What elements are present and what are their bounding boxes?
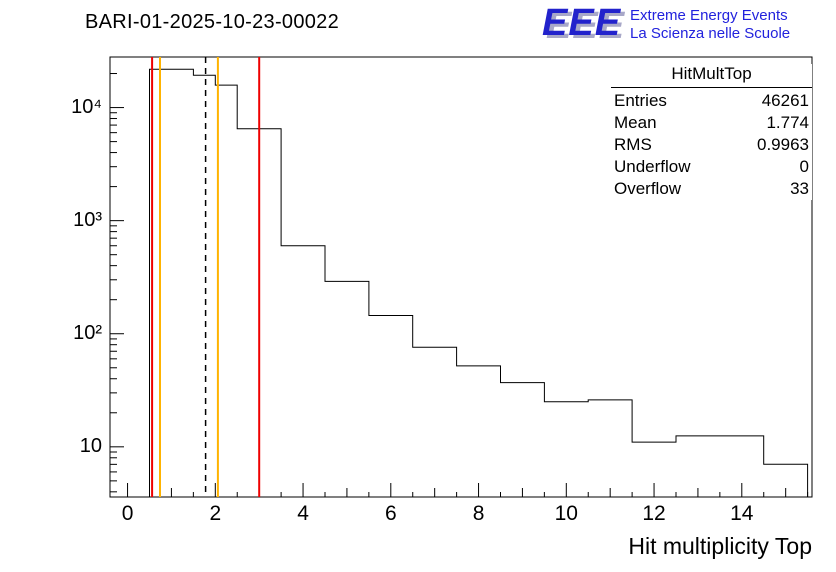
stats-box-title: HitMultTop [611, 64, 812, 88]
y-tick-label: 10 [79, 434, 102, 457]
x-axis-title: Hit multiplicity Top [628, 533, 812, 559]
eee-logo-line2: La Scienza nelle Scuole [630, 25, 791, 42]
stats-row-entries: Entries 46261 [611, 90, 812, 112]
x-tick-label: 14 [730, 502, 754, 525]
stats-row-underflow: Underflow 0 [611, 156, 812, 178]
stats-value: 0.9963 [757, 135, 809, 154]
stats-row-overflow: Overflow 33 [611, 178, 812, 200]
eee-logo-acronym: EEE [542, 2, 622, 44]
stats-value: 1.774 [766, 113, 809, 132]
stats-row-mean: Mean 1.774 [611, 112, 812, 134]
stats-label: Mean [614, 113, 657, 132]
stats-value: 46261 [761, 91, 809, 110]
stats-box: HitMultTop Entries 46261 Mean 1.774 RMS … [611, 64, 812, 200]
x-tick-label: 6 [384, 502, 397, 525]
y-tick-label: 10³ [73, 208, 102, 231]
stats-row-rms: RMS 0.9963 [611, 134, 812, 156]
x-tick-label: 12 [642, 502, 666, 525]
eee-logo: EEE Extreme Energy Events La Scienza nel… [542, 2, 790, 44]
plot-frame [109, 56, 813, 498]
stats-value: 33 [790, 179, 809, 198]
x-tick-label: 4 [297, 502, 309, 525]
y-tick-label: 10² [73, 321, 102, 344]
x-tick-label: 10 [554, 502, 578, 525]
histogram-step-line [149, 68, 809, 497]
page-title: BARI-01-2025-10-23-00022 [85, 11, 340, 33]
stats-label: Overflow [614, 179, 682, 198]
stats-label: Underflow [614, 157, 691, 176]
x-tick-label: 0 [121, 502, 134, 525]
stats-value: 0 [799, 157, 809, 176]
stats-label: Entries [614, 91, 667, 110]
eee-logo-text: Extreme Energy Events La Scienza nelle S… [630, 2, 790, 43]
eee-logo-line1: Extreme Energy Events [630, 7, 788, 24]
y-tick-label: 10⁴ [71, 95, 102, 118]
stats-label: RMS [614, 135, 652, 154]
x-tick-label: 8 [472, 502, 485, 525]
x-tick-label: 2 [209, 502, 222, 525]
